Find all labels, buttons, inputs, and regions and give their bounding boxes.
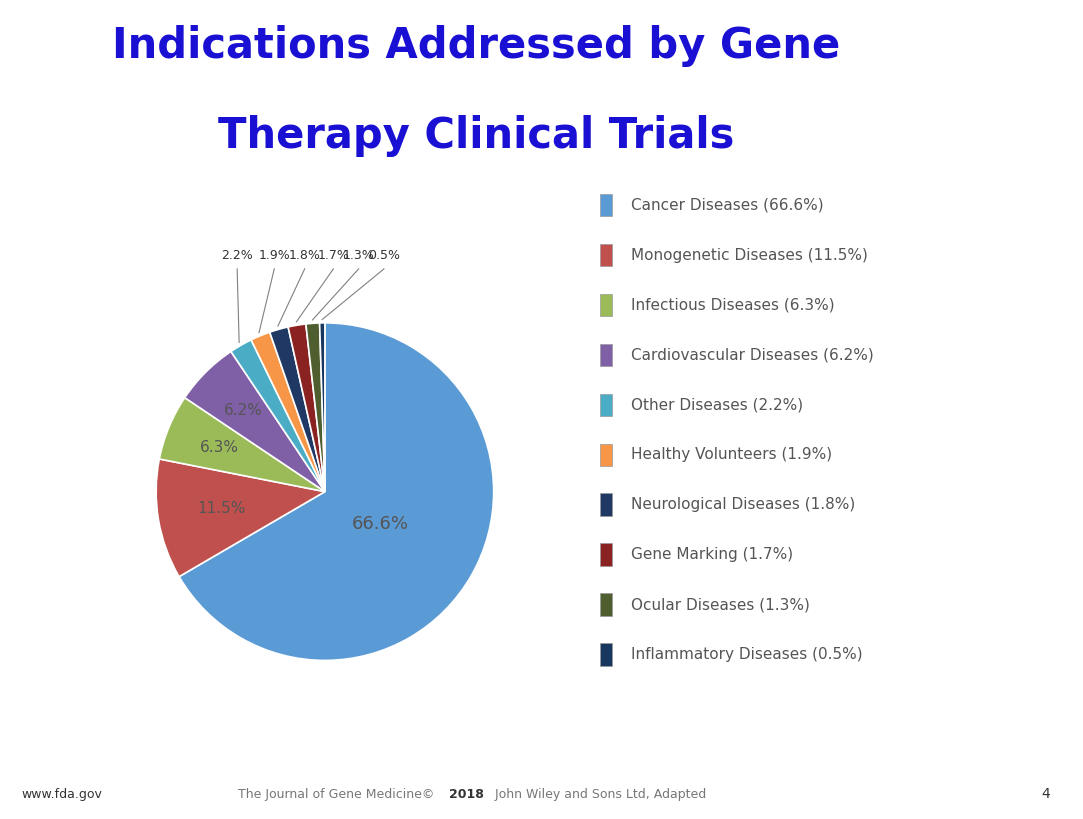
Text: 2018: 2018	[449, 788, 484, 801]
Text: 66.6%: 66.6%	[352, 514, 409, 532]
Wedge shape	[251, 333, 325, 491]
Text: Indications Addressed by Gene: Indications Addressed by Gene	[113, 25, 840, 66]
Text: Healthy Volunteers (1.9%): Healthy Volunteers (1.9%)	[630, 447, 832, 462]
Text: Ocular Diseases (1.3%): Ocular Diseases (1.3%)	[630, 597, 809, 612]
Text: Other Diseases (2.2%): Other Diseases (2.2%)	[630, 397, 803, 412]
FancyBboxPatch shape	[600, 593, 612, 616]
Text: 4: 4	[1042, 787, 1051, 801]
FancyBboxPatch shape	[600, 493, 612, 516]
Wedge shape	[231, 340, 325, 491]
FancyBboxPatch shape	[600, 444, 612, 466]
Wedge shape	[185, 351, 325, 491]
FancyBboxPatch shape	[600, 244, 612, 266]
FancyBboxPatch shape	[600, 543, 612, 566]
FancyBboxPatch shape	[600, 294, 612, 316]
Text: Therapy Clinical Trials: Therapy Clinical Trials	[219, 115, 734, 156]
Text: 1.3%: 1.3%	[343, 249, 375, 262]
Wedge shape	[179, 323, 494, 660]
Text: 6.2%: 6.2%	[224, 403, 263, 418]
Wedge shape	[288, 324, 325, 491]
Text: 2.2%: 2.2%	[221, 249, 253, 262]
FancyBboxPatch shape	[600, 194, 612, 216]
Wedge shape	[156, 459, 325, 577]
Text: Cancer Diseases (66.6%): Cancer Diseases (66.6%)	[630, 197, 823, 213]
Text: 1.7%: 1.7%	[317, 249, 350, 262]
Text: 6.3%: 6.3%	[199, 441, 238, 455]
Text: 1.8%: 1.8%	[289, 249, 321, 262]
Text: Monogenetic Diseases (11.5%): Monogenetic Diseases (11.5%)	[630, 247, 867, 263]
Text: FDA: FDA	[963, 67, 1040, 101]
Text: Infectious Diseases (6.3%): Infectious Diseases (6.3%)	[630, 297, 834, 313]
FancyBboxPatch shape	[600, 344, 612, 366]
Text: 1.9%: 1.9%	[259, 249, 290, 262]
Wedge shape	[305, 323, 325, 491]
Text: John Wiley and Sons Ltd, Adapted: John Wiley and Sons Ltd, Adapted	[491, 788, 706, 801]
Text: Cardiovascular Diseases (6.2%): Cardiovascular Diseases (6.2%)	[630, 347, 873, 362]
Text: 11.5%: 11.5%	[197, 501, 246, 517]
FancyBboxPatch shape	[600, 643, 612, 666]
Wedge shape	[319, 323, 325, 491]
Text: Gene Marking (1.7%): Gene Marking (1.7%)	[630, 547, 793, 562]
Wedge shape	[159, 398, 325, 491]
Text: Inflammatory Diseases (0.5%): Inflammatory Diseases (0.5%)	[630, 647, 862, 662]
Text: 0.5%: 0.5%	[368, 249, 400, 262]
Text: Neurological Diseases (1.8%): Neurological Diseases (1.8%)	[630, 497, 854, 512]
Text: The Journal of Gene Medicine©: The Journal of Gene Medicine©	[238, 788, 439, 801]
FancyBboxPatch shape	[600, 394, 612, 416]
Text: www.fda.gov: www.fda.gov	[22, 788, 103, 801]
Wedge shape	[270, 327, 325, 491]
